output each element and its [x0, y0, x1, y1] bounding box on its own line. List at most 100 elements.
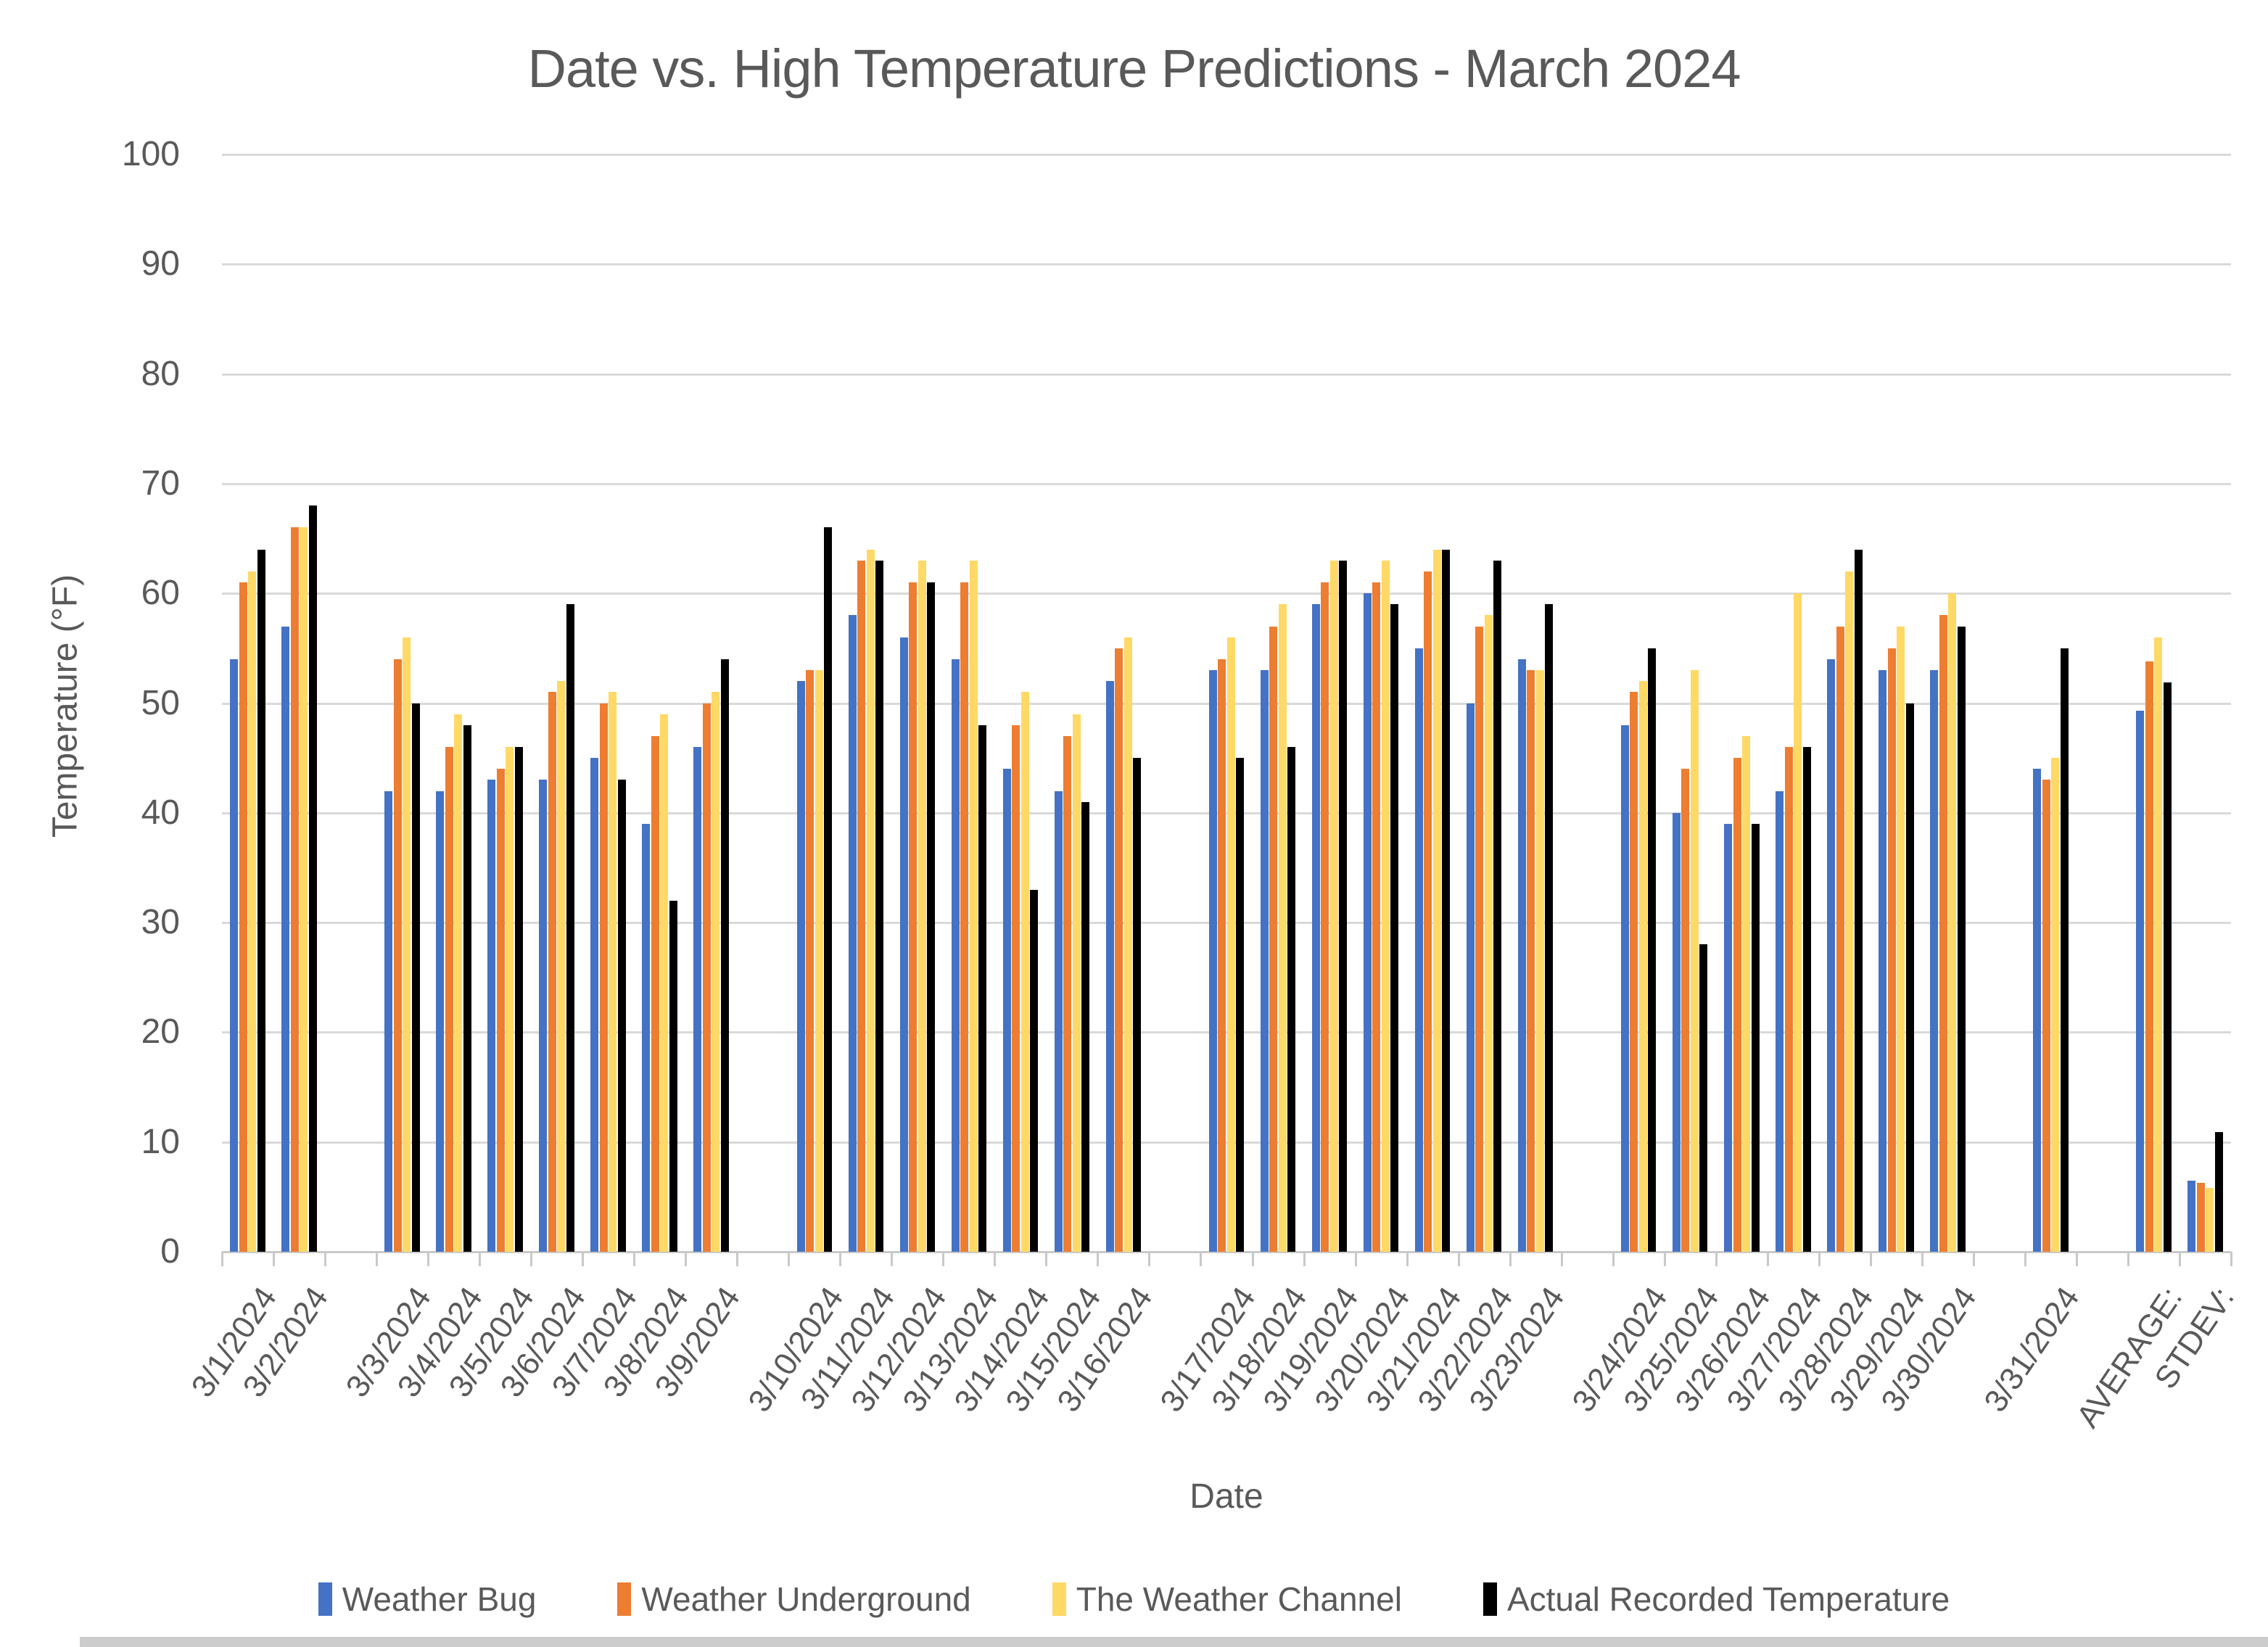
bar-actual-recorded-temperature-3-10-2024 [824, 527, 833, 1252]
bar-the-weather-channel-3-30-2024 [1948, 593, 1957, 1252]
bar-actual-recorded-temperature-3-21-2024 [1442, 549, 1451, 1252]
bar-weather-bug-3-23-2024 [1517, 659, 1526, 1252]
bar-the-weather-channel-3-8-2024 [660, 714, 669, 1252]
bar-the-weather-channel-3-31-2024 [2051, 758, 2060, 1252]
bar-weather-bug-3-27-2024 [1776, 791, 1784, 1252]
bar-the-weather-channel-3-25-2024 [1690, 670, 1699, 1252]
x-axis-tick [1251, 1252, 1254, 1266]
x-axis-tick [1766, 1252, 1769, 1266]
chart-title: Date vs. High Temperature Predictions - … [527, 38, 1741, 99]
bar-weather-underground-3-16-2024 [1115, 648, 1123, 1252]
x-axis-tick [1457, 1252, 1460, 1266]
x-axis-tick [2178, 1252, 2181, 1266]
bar-actual-recorded-temperature-3-12-2024 [927, 582, 936, 1252]
bar-actual-recorded-temperature-3-15-2024 [1081, 801, 1090, 1252]
bar-the-weather-channel-3-5-2024 [506, 747, 514, 1252]
bar-the-weather-channel-3-2-2024 [300, 527, 308, 1252]
bar-weather-underground-3-14-2024 [1012, 725, 1020, 1252]
bar-actual-recorded-temperature-3-13-2024 [978, 725, 987, 1252]
legend-swatch-icon-the-weather-channel [1052, 1582, 1066, 1616]
x-axis-tick [994, 1252, 997, 1266]
gridline-10 [222, 1141, 2231, 1144]
legend-label: Weather Bug [342, 1580, 537, 1618]
bar-weather-underground-3-2-2024 [290, 527, 299, 1252]
bar-weather-underground-3-21-2024 [1424, 571, 1432, 1252]
bar-the-weather-channel-3-26-2024 [1742, 735, 1750, 1252]
x-axis-tick [1045, 1252, 1048, 1266]
bar-weather-bug-3-19-2024 [1311, 604, 1320, 1252]
bar-weather-bug-3-29-2024 [1879, 670, 1887, 1252]
gridline-30 [222, 922, 2231, 925]
bar-weather-bug-3-1-2024 [230, 659, 239, 1252]
bar-weather-underground-3-22-2024 [1475, 626, 1484, 1252]
y-tick-label-0: 0 [160, 1232, 180, 1271]
bar-the-weather-channel-3-13-2024 [969, 560, 978, 1252]
bar-weather-bug-3-15-2024 [1054, 791, 1063, 1252]
legend-swatch-icon-weather-underground [617, 1582, 632, 1616]
bar-weather-bug-3-11-2024 [848, 615, 857, 1252]
bar-actual-recorded-temperature-stdev [2214, 1132, 2223, 1252]
x-axis-tick [1097, 1252, 1100, 1266]
x-axis-tick [1715, 1252, 1718, 1266]
x-axis-tick [2024, 1252, 2026, 1266]
bar-weather-bug-3-18-2024 [1260, 670, 1269, 1252]
bar-actual-recorded-temperature-3-7-2024 [617, 780, 626, 1252]
y-tick-label-60: 60 [141, 574, 180, 613]
bar-the-weather-channel-average [2154, 637, 2163, 1252]
y-tick-label-30: 30 [141, 903, 180, 942]
bar-weather-bug-3-2-2024 [281, 626, 290, 1252]
bar-the-weather-channel-3-7-2024 [609, 692, 617, 1252]
bar-weather-bug-3-30-2024 [1930, 670, 1939, 1252]
legend-label: Weather Underground [641, 1580, 971, 1618]
bar-actual-recorded-temperature-3-11-2024 [875, 560, 884, 1252]
bar-weather-bug-3-3-2024 [384, 791, 393, 1252]
y-tick-label-20: 20 [141, 1012, 180, 1052]
legend-label: The Weather Channel [1076, 1580, 1402, 1618]
bar-actual-recorded-temperature-3-18-2024 [1287, 747, 1296, 1252]
bar-actual-recorded-temperature-3-25-2024 [1699, 944, 1708, 1252]
bar-actual-recorded-temperature-average [2163, 682, 2172, 1252]
legend-swatch-icon-weather-bug [318, 1582, 332, 1616]
bar-the-weather-channel-3-12-2024 [917, 560, 926, 1252]
bar-weather-bug-3-8-2024 [642, 823, 651, 1252]
x-axis-tick [1406, 1252, 1409, 1266]
bar-weather-underground-3-23-2024 [1527, 670, 1535, 1252]
bar-actual-recorded-temperature-3-22-2024 [1493, 560, 1502, 1252]
bar-actual-recorded-temperature-3-19-2024 [1339, 560, 1348, 1252]
bar-actual-recorded-temperature-3-31-2024 [2060, 648, 2069, 1252]
x-axis-tick [427, 1252, 430, 1266]
bar-weather-underground-3-15-2024 [1063, 735, 1072, 1252]
bar-the-weather-channel-3-23-2024 [1535, 670, 1544, 1252]
x-axis-tick [788, 1252, 791, 1266]
bar-the-weather-channel-3-19-2024 [1329, 560, 1338, 1252]
x-axis-line [222, 1251, 2231, 1253]
bar-weather-underground-3-6-2024 [548, 692, 556, 1252]
bar-weather-underground-3-28-2024 [1836, 626, 1844, 1252]
bar-the-weather-channel-3-24-2024 [1638, 681, 1647, 1252]
bar-weather-underground-3-13-2024 [960, 582, 969, 1252]
bar-weather-bug-3-6-2024 [539, 780, 548, 1252]
bar-weather-bug-3-25-2024 [1672, 812, 1681, 1252]
x-axis-tick [582, 1252, 585, 1266]
legend: Weather Bug Weather Underground The Weathe… [0, 1580, 2268, 1619]
bar-weather-bug-3-31-2024 [2033, 769, 2042, 1252]
bar-actual-recorded-temperature-3-16-2024 [1133, 758, 1142, 1252]
bar-the-weather-channel-3-16-2024 [1123, 637, 1132, 1252]
bar-weather-underground-3-29-2024 [1887, 648, 1896, 1252]
bar-weather-underground-3-20-2024 [1372, 582, 1381, 1252]
bar-actual-recorded-temperature-3-1-2024 [257, 549, 265, 1252]
bar-weather-underground-3-26-2024 [1733, 758, 1741, 1252]
bar-the-weather-channel-3-28-2024 [1845, 571, 1854, 1252]
bar-actual-recorded-temperature-3-8-2024 [669, 900, 677, 1252]
bar-weather-bug-3-16-2024 [1105, 681, 1114, 1252]
bar-the-weather-channel-3-21-2024 [1432, 549, 1441, 1252]
bar-weather-bug-3-4-2024 [436, 791, 445, 1252]
bar-actual-recorded-temperature-3-27-2024 [1802, 747, 1811, 1252]
bar-weather-underground-3-17-2024 [1218, 659, 1226, 1252]
bar-the-weather-channel-3-1-2024 [248, 571, 257, 1252]
x-axis-tick [1148, 1252, 1151, 1266]
bar-weather-bug-3-28-2024 [1827, 659, 1836, 1252]
bar-weather-bug-3-26-2024 [1724, 823, 1732, 1252]
bar-the-weather-channel-3-27-2024 [1794, 593, 1802, 1252]
y-tick-label-80: 80 [141, 354, 180, 393]
